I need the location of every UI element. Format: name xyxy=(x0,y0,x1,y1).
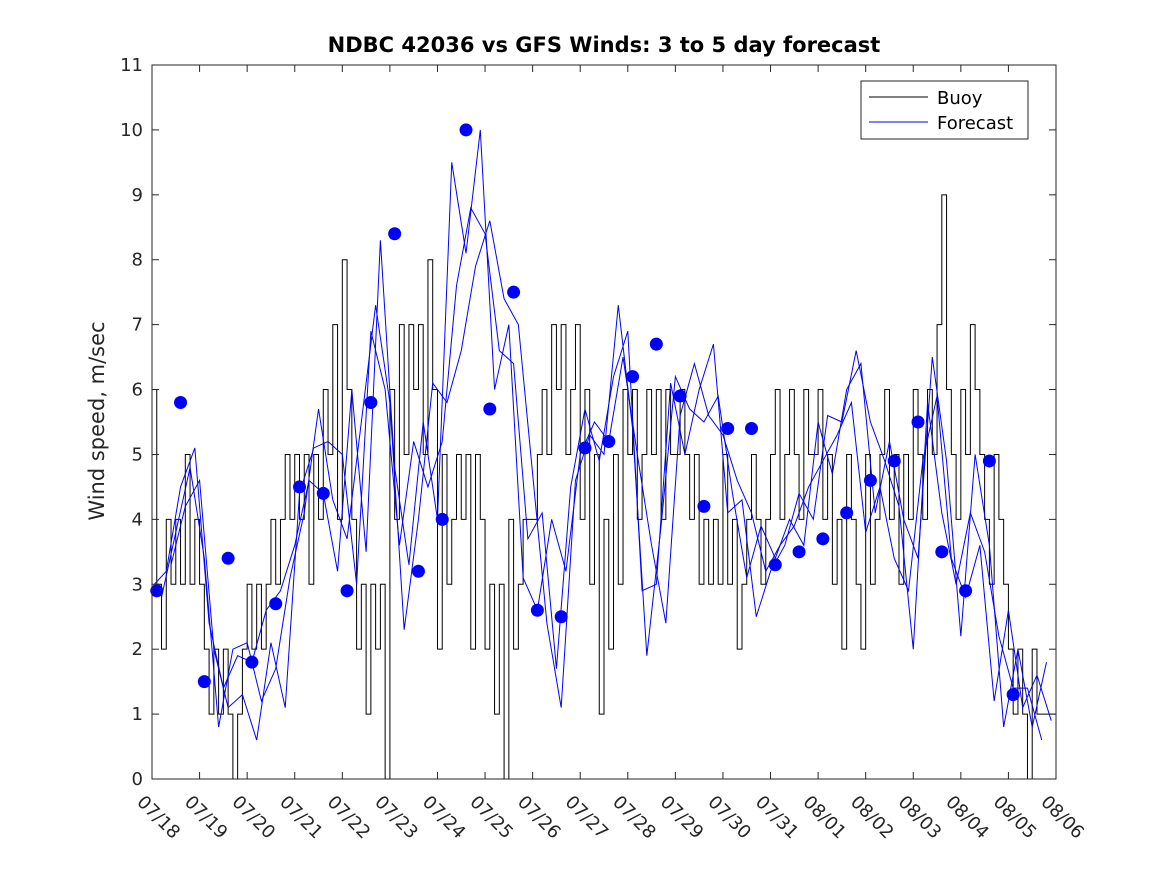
y-tick-label: 8 xyxy=(132,250,143,271)
y-tick-label: 9 xyxy=(132,185,143,206)
gfs-marker xyxy=(673,389,687,403)
gfs-marker xyxy=(840,506,854,520)
gfs-marker xyxy=(174,396,188,410)
gfs-marker xyxy=(221,551,235,565)
y-tick-label: 10 xyxy=(120,120,143,141)
y-tick-label: 1 xyxy=(132,704,143,725)
y-tick-label: 7 xyxy=(132,315,143,336)
gfs-marker xyxy=(626,370,640,384)
buoy-layer xyxy=(152,194,1056,779)
gfs-marker xyxy=(935,545,949,559)
buoy-series-line xyxy=(152,194,1056,779)
gfs-marker xyxy=(959,584,973,598)
gfs-marker xyxy=(887,454,901,468)
gfs-marker xyxy=(911,415,925,429)
y-axis: 0 1 2 3 4 5 6 7 8 9 10 11 xyxy=(120,55,1056,790)
gfs-marker xyxy=(269,597,283,611)
gfs-marker xyxy=(435,512,449,526)
gfs-marker xyxy=(245,655,259,669)
gfs-marker xyxy=(388,227,402,241)
gfs-marker xyxy=(649,337,663,351)
gfs-marker xyxy=(721,421,735,435)
gfs-marker xyxy=(863,473,877,487)
legend-box xyxy=(860,80,1029,140)
y-tick-label: 3 xyxy=(132,574,143,595)
gfs-marker xyxy=(150,584,164,598)
gfs-marker xyxy=(744,421,758,435)
y-tick-label: 11 xyxy=(120,55,143,76)
gfs-marker xyxy=(697,499,711,513)
y-tick-label: 6 xyxy=(132,380,143,401)
gfs-marker xyxy=(578,441,592,455)
gfs-marker xyxy=(507,285,521,299)
gfs-marker xyxy=(459,123,473,137)
gfs-marker xyxy=(816,532,830,546)
forecast-layer xyxy=(154,129,1052,741)
forecast-run-line xyxy=(170,206,1043,741)
forecast-run-line xyxy=(161,220,1047,728)
gfs-marker xyxy=(602,434,616,448)
forecast-run-line xyxy=(154,129,1052,721)
legend-label-forecast: Forecast xyxy=(937,113,1013,134)
y-axis-label: Wind speed, m/sec xyxy=(85,321,109,520)
y-tick-label: 4 xyxy=(132,509,143,530)
gfs-marker xyxy=(1006,688,1020,702)
gfs-marker xyxy=(554,610,568,624)
gfs-marker xyxy=(411,564,425,578)
gfs-marker xyxy=(768,558,782,572)
gfs-marker xyxy=(530,603,544,617)
legend: Buoy Forecast xyxy=(860,80,1029,140)
gfs-marker xyxy=(292,480,306,494)
gfs-marker xyxy=(316,486,330,500)
gfs-marker xyxy=(982,454,996,468)
y-tick-label: 0 xyxy=(132,769,143,790)
y-tick-label: 5 xyxy=(132,444,143,465)
legend-label-buoy: Buoy xyxy=(937,88,983,109)
gfs-marker xyxy=(197,675,211,689)
y-tick-label: 2 xyxy=(132,639,143,660)
gfs-marker xyxy=(483,402,497,416)
marker-layer xyxy=(150,123,1020,702)
plot-frame xyxy=(151,64,1057,780)
gfs-marker xyxy=(792,545,806,559)
chart-title: NDBC 42036 vs GFS Winds: 3 to 5 day fore… xyxy=(328,33,881,57)
gfs-marker xyxy=(340,584,354,598)
gfs-marker xyxy=(364,396,378,410)
